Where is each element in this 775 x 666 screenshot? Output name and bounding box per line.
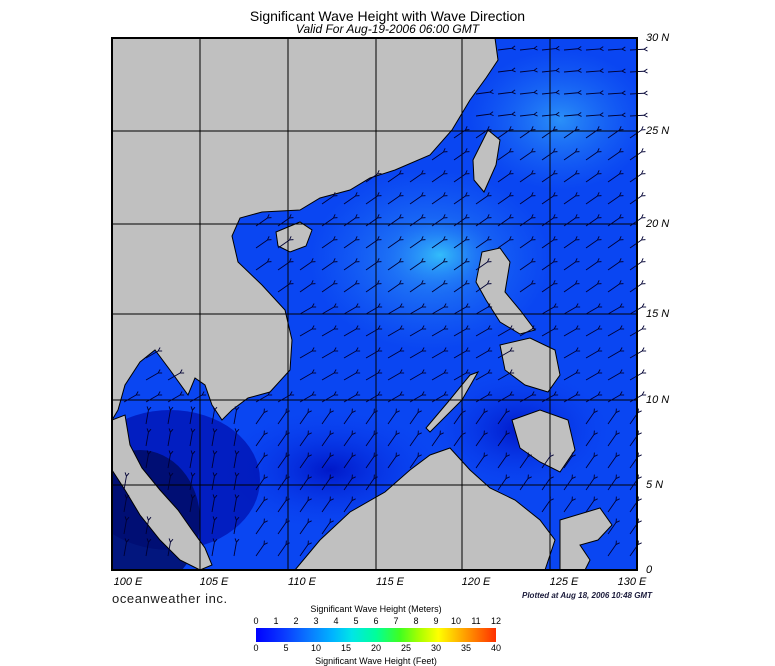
longitude-label: 130 E (612, 576, 652, 588)
wave-field-east (470, 50, 650, 190)
colorbar-meter-tick: 5 (348, 616, 364, 626)
colorbar-meter-tick: 4 (328, 616, 344, 626)
colorbar-feet-tick: 35 (458, 643, 474, 653)
plotted-timestamp: Plotted at Aug 18, 2006 10:48 GMT (522, 591, 652, 600)
colorbar-meter-tick: 8 (408, 616, 424, 626)
longitude-label: 120 E (456, 576, 496, 588)
colorbar-meter-tick: 12 (488, 616, 504, 626)
colorbar-meter-tick: 3 (308, 616, 324, 626)
latitude-label: 5 N (646, 479, 663, 491)
colorbar-title-meters: Significant Wave Height (Meters) (0, 604, 752, 614)
colorbar-feet-tick: 25 (398, 643, 414, 653)
colorbar-meter-tick: 10 (448, 616, 464, 626)
latitude-label: 15 N (646, 308, 669, 320)
colorbar-meter-tick: 6 (368, 616, 384, 626)
colorbar-feet-tick: 20 (368, 643, 384, 653)
latitude-label: 25 N (646, 125, 669, 137)
latitude-label: 20 N (646, 218, 669, 230)
colorbar-meter-tick: 11 (468, 616, 484, 626)
colorbar-feet-tick: 30 (428, 643, 444, 653)
wave-height-colorbar (256, 628, 496, 642)
longitude-label: 115 E (370, 576, 410, 588)
longitude-label: 125 E (544, 576, 584, 588)
longitude-label: 110 E (282, 576, 322, 588)
colorbar-meter-tick: 9 (428, 616, 444, 626)
longitude-label: 100 E (108, 576, 148, 588)
wave-height-map (0, 0, 775, 600)
latitude-label: 0 (646, 564, 652, 576)
colorbar-meter-tick: 1 (268, 616, 284, 626)
colorbar-feet-tick: 5 (278, 643, 294, 653)
colorbar-feet-tick: 10 (308, 643, 324, 653)
colorbar-feet-tick: 40 (488, 643, 504, 653)
colorbar-feet-tick: 15 (338, 643, 354, 653)
longitude-label: 105 E (194, 576, 234, 588)
colorbar-meter-tick: 2 (288, 616, 304, 626)
latitude-label: 10 N (646, 394, 669, 406)
colorbar-meter-tick: 0 (248, 616, 264, 626)
colorbar-meter-tick: 7 (388, 616, 404, 626)
latitude-label: 30 N (646, 32, 669, 44)
colorbar-feet-tick: 0 (248, 643, 264, 653)
